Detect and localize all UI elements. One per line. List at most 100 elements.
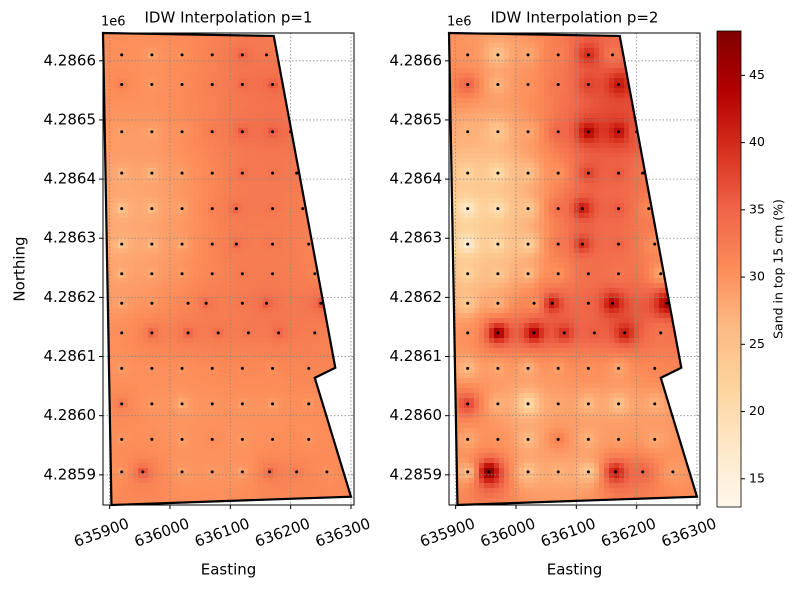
idw-cell xyxy=(163,243,169,249)
idw-cell xyxy=(138,428,144,434)
idw-cell xyxy=(273,173,279,179)
idw-cell xyxy=(288,453,294,459)
idw-cell xyxy=(133,143,139,149)
idw-cell xyxy=(168,368,174,374)
idw-cell xyxy=(243,458,249,464)
idw-cell xyxy=(243,258,249,264)
idw-cell xyxy=(263,398,269,404)
idw-cell xyxy=(208,278,214,284)
idw-cell xyxy=(188,328,194,334)
idw-cell xyxy=(263,333,269,339)
idw-cell xyxy=(288,183,294,189)
idw-cell xyxy=(113,108,119,114)
idw-cell xyxy=(153,138,159,144)
idw-cell xyxy=(238,63,244,69)
idw-cell xyxy=(253,238,259,244)
idw-cell xyxy=(218,293,224,299)
idw-cell xyxy=(158,43,164,49)
idw-cell xyxy=(193,198,199,204)
idw-cell xyxy=(333,248,339,254)
idw-cell xyxy=(158,193,164,199)
idw-cell xyxy=(258,468,264,474)
idw-cell xyxy=(253,283,259,289)
idw-cell xyxy=(118,403,124,409)
idw-cell xyxy=(178,378,184,384)
idw-cell xyxy=(343,328,349,334)
idw-cell xyxy=(258,233,264,239)
idw-cell xyxy=(288,408,294,414)
idw-cell xyxy=(153,218,159,224)
idw-cell xyxy=(218,78,224,84)
idw-cell xyxy=(153,173,159,179)
idw-cell xyxy=(233,63,239,69)
idw-cell xyxy=(218,108,224,114)
idw-cell xyxy=(113,273,119,279)
idw-cell xyxy=(168,483,174,489)
idw-cell xyxy=(253,168,259,174)
sample-point xyxy=(271,437,275,441)
idw-cell xyxy=(168,143,174,149)
idw-cell xyxy=(173,358,179,364)
idw-cell xyxy=(303,273,309,279)
idw-cell xyxy=(208,203,214,209)
idw-cell xyxy=(293,273,299,279)
idw-cell xyxy=(158,358,164,364)
idw-cell xyxy=(178,163,184,169)
idw-cell xyxy=(133,463,139,469)
idw-cell xyxy=(218,168,224,174)
idw-cell xyxy=(303,433,309,439)
idw-cell xyxy=(263,493,269,499)
idw-cell xyxy=(123,253,129,259)
idw-cell xyxy=(178,83,184,89)
idw-cell xyxy=(208,343,214,349)
idw-cell xyxy=(318,328,324,334)
idw-cell xyxy=(203,198,209,204)
idw-cell xyxy=(218,188,224,194)
idw-cell xyxy=(268,338,274,344)
idw-cell xyxy=(318,148,324,154)
idw-cell xyxy=(248,268,254,274)
y-tick-label: 4.2865 xyxy=(44,110,97,128)
idw-cell xyxy=(133,148,139,154)
idw-cell xyxy=(148,393,154,399)
idw-cell xyxy=(238,453,244,459)
idw-cell xyxy=(148,103,154,109)
idw-cell xyxy=(243,88,249,94)
idw-cell xyxy=(188,338,194,344)
idw-cell xyxy=(333,83,339,89)
idw-cell xyxy=(308,253,314,259)
idw-cell xyxy=(343,483,349,489)
idw-cell xyxy=(163,138,169,144)
idw-cell xyxy=(228,363,234,369)
idw-cell xyxy=(193,273,199,279)
idw-cell xyxy=(343,448,349,454)
idw-cell xyxy=(303,108,309,114)
idw-cell xyxy=(268,378,274,384)
idw-cell xyxy=(113,113,119,119)
idw-cell xyxy=(113,173,119,179)
idw-cell xyxy=(123,38,129,44)
idw-cell xyxy=(188,438,194,444)
idw-cell xyxy=(168,253,174,259)
idw-cell xyxy=(293,233,299,239)
idw-cell xyxy=(343,183,349,189)
idw-cell xyxy=(178,198,184,204)
idw-cell xyxy=(313,188,319,194)
idw-cell xyxy=(218,333,224,339)
idw-cell xyxy=(298,378,304,384)
idw-cell xyxy=(168,468,174,474)
idw-cell xyxy=(168,138,174,144)
idw-cell xyxy=(243,118,249,124)
idw-cell xyxy=(223,388,229,394)
idw-cell xyxy=(193,78,199,84)
idw-cell xyxy=(198,303,204,309)
idw-cell xyxy=(263,483,269,489)
idw-cell xyxy=(188,238,194,244)
idw-cell xyxy=(313,208,319,214)
idw-cell xyxy=(343,393,349,399)
idw-cell xyxy=(148,193,154,199)
idw-cell xyxy=(338,273,344,279)
idw-cell xyxy=(213,68,219,74)
idw-cell xyxy=(173,473,179,479)
idw-cell xyxy=(168,213,174,219)
